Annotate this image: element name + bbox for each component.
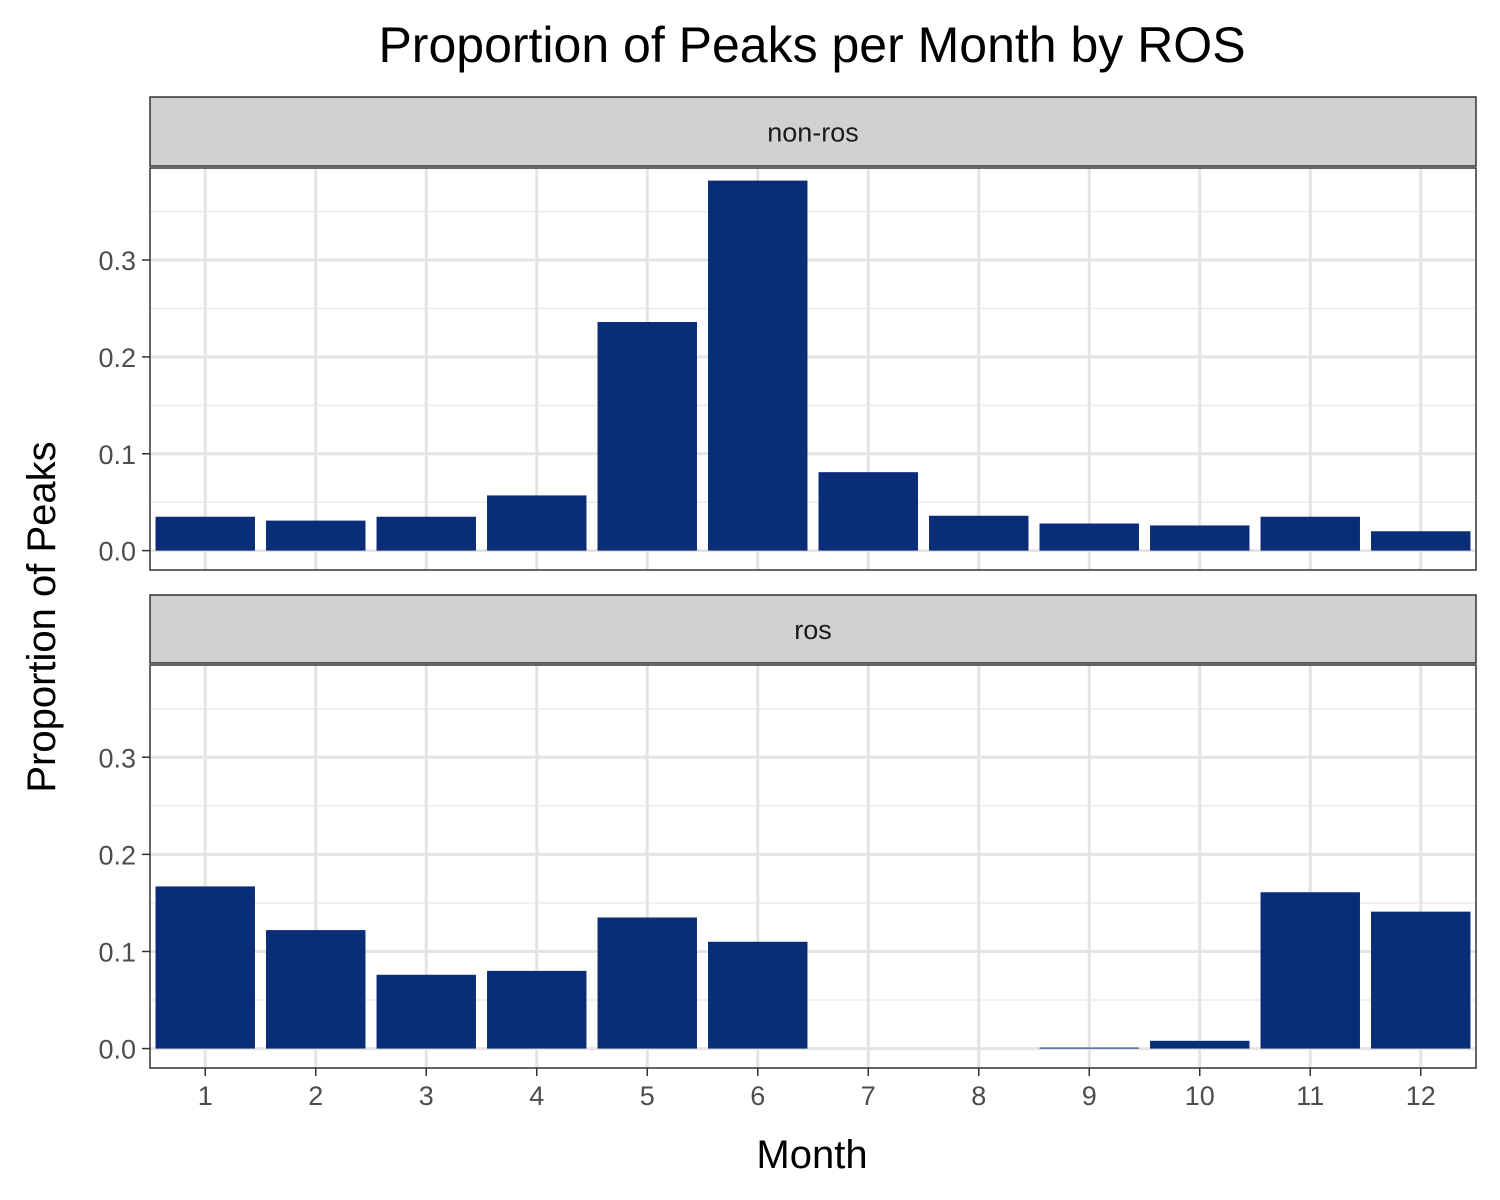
bar-ros-month-1 [155,886,255,1049]
bar-non-ros-month-3 [376,516,476,551]
bar-non-ros-month-4 [487,495,587,551]
facet-strip [149,96,1477,167]
panel-ros: ros 0.0 0.1 0.2 0.3 [98,594,1477,1069]
panel-border [149,167,1477,571]
bar-ros-month-2 [266,930,366,1049]
y-tick-label: 0.3 [98,743,136,773]
bar-non-ros-month-12 [1371,531,1471,551]
x-tick-label: 5 [640,1081,655,1111]
panel-background [150,665,1476,1068]
x-tick-label: 2 [308,1081,323,1111]
y-tick-label: 0.1 [98,440,136,470]
bar-ros-month-4 [487,970,587,1049]
x-tick-label: 3 [419,1081,434,1111]
y-tick-label: 0.2 [98,343,136,373]
x-tick-label: 11 [1296,1081,1324,1111]
bar-ros-month-5 [597,917,697,1049]
bar-non-ros-month-5 [597,322,697,551]
facet-strip [149,594,1477,664]
bar-non-ros-month-1 [155,516,255,551]
x-tick-label: 10 [1185,1081,1215,1111]
bar-non-ros-month-11 [1260,516,1360,551]
bar-non-ros-month-8 [929,515,1029,551]
bar-ros-month-10 [1150,1040,1250,1049]
facet-strip-label: ros [794,615,832,645]
y-tick-label: 0.2 [98,840,136,870]
bar-non-ros-month-9 [1039,523,1139,551]
bar-non-ros-month-2 [266,520,366,551]
bar-non-ros-month-6 [708,180,808,551]
chart-title: Proportion of Peaks per Month by ROS [378,17,1245,73]
facet-panels: non-ros 0.0 0.1 0.2 0.3 ros 0.0 0.1 0.2 0.3 [98,96,1477,1069]
bar-ros-month-3 [376,974,476,1049]
bar-non-ros-month-7 [818,472,918,551]
x-axis-title: Month [756,1133,867,1177]
y-tick-label: 0.1 [98,937,136,967]
x-tick-label: 1 [198,1081,213,1111]
y-tick-label: 0.3 [98,246,136,276]
x-tick-label: 9 [1082,1081,1097,1111]
bar-non-ros-month-10 [1150,525,1250,551]
facet-strip-label: non-ros [767,118,859,148]
x-tick-label: 8 [971,1081,986,1111]
y-axis-title: Proportion of Peaks [20,441,64,792]
bar-ros-month-6 [708,941,808,1049]
x-tick-label: 4 [529,1081,544,1111]
bar-ros-month-11 [1260,892,1360,1049]
x-axis: 1 2 3 4 5 6 7 8 9 10 11 12 [198,1068,1436,1111]
x-tick-label: 7 [861,1081,876,1111]
panel-background [150,168,1476,570]
y-tick-label: 0.0 [98,537,136,567]
bar-ros-month-9 [1039,1047,1139,1049]
x-tick-label: 6 [750,1081,765,1111]
bar-ros-month-12 [1371,911,1471,1049]
panel-border [149,664,1477,1069]
panel-non-ros: non-ros 0.0 0.1 0.2 0.3 [98,96,1477,571]
x-tick-label: 12 [1406,1081,1436,1111]
y-tick-label: 0.0 [98,1035,136,1065]
